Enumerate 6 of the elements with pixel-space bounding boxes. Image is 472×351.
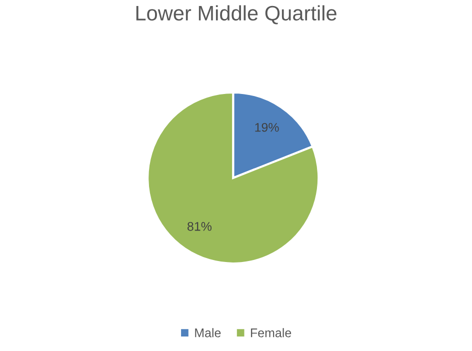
data-label: 19% bbox=[255, 122, 279, 132]
pie-slice bbox=[146, 91, 320, 265]
legend-label: Female bbox=[250, 328, 292, 338]
data-label: 81% bbox=[188, 222, 212, 231]
chart-title: Lower Middle Quartile bbox=[136, 5, 336, 24]
legend-label: Male bbox=[195, 328, 221, 338]
